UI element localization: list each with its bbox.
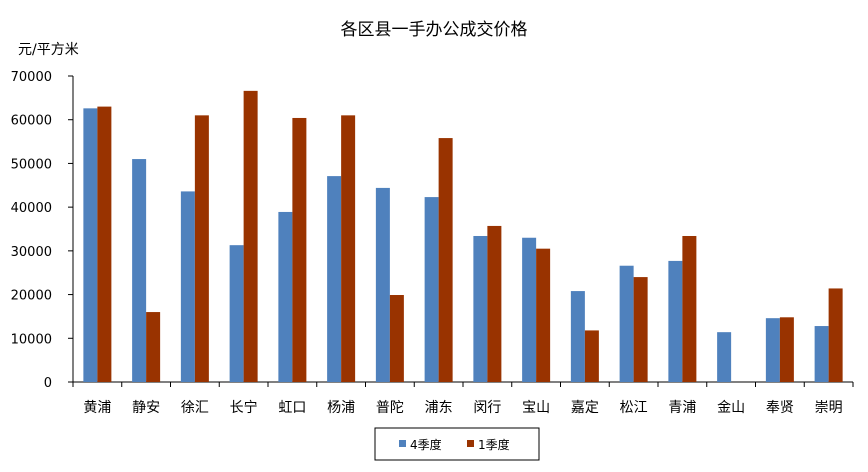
bar <box>536 248 551 382</box>
bar <box>243 90 258 382</box>
bar <box>180 191 195 382</box>
y-tick-label: 30000 <box>11 245 52 260</box>
bar <box>828 288 843 382</box>
x-tick-label: 青浦 <box>668 400 696 416</box>
bar <box>814 326 829 382</box>
bar <box>682 235 697 382</box>
x-tick-label: 普陀 <box>376 400 404 416</box>
bar <box>619 265 634 382</box>
x-tick-label: 松江 <box>620 400 648 416</box>
y-tick-label: 10000 <box>11 332 52 347</box>
chart-title: 各区县一手办公成交价格 <box>341 20 528 40</box>
y-tick-label: 60000 <box>11 114 52 129</box>
bar <box>779 317 794 382</box>
bar <box>83 108 98 382</box>
x-tick-label: 静安 <box>132 400 160 416</box>
y-tick-label: 50000 <box>11 157 52 172</box>
bar <box>327 176 342 382</box>
bar <box>97 106 112 382</box>
bar <box>194 115 209 382</box>
bar <box>292 117 307 383</box>
bar <box>278 211 293 382</box>
y-tick-label: 20000 <box>11 289 52 304</box>
legend-swatch-4q <box>399 440 406 447</box>
plot-area: 0 10000 20000 30000 40000 50000 60000 70000 黄浦 静安… <box>11 70 854 416</box>
y-tick-label: 70000 <box>11 70 52 85</box>
bar <box>633 277 648 382</box>
x-tick-label: 奉贤 <box>766 400 794 416</box>
x-tick-label: 徐汇 <box>181 400 209 416</box>
y-axis-label: 元/平方米 <box>18 42 79 58</box>
x-tick-label: 长宁 <box>230 399 258 416</box>
legend: 4季度 1季度 <box>374 427 540 461</box>
bar <box>522 237 537 382</box>
x-tick-label: 崇明 <box>815 400 843 416</box>
bar <box>765 318 780 382</box>
legend-label-1q: 1季度 <box>478 437 510 452</box>
bar <box>668 260 683 382</box>
bar <box>570 291 585 382</box>
x-tick-label: 宝山 <box>522 400 550 416</box>
bar <box>438 138 453 382</box>
x-tick-label: 杨浦 <box>327 400 355 416</box>
bar <box>375 187 390 382</box>
bar <box>229 245 244 382</box>
legend-label-4q: 4季度 <box>410 437 442 452</box>
y-tick-label: 0 <box>44 376 52 391</box>
bar <box>424 197 439 382</box>
bar <box>717 332 732 382</box>
y-tick-label: 40000 <box>11 201 52 216</box>
bar <box>487 225 502 382</box>
bar <box>146 312 161 382</box>
x-tick-label: 金山 <box>717 400 745 416</box>
legend-swatch-1q <box>467 440 474 447</box>
bar <box>341 115 356 382</box>
x-tick-label: 浦东 <box>425 400 453 416</box>
bar <box>132 159 147 382</box>
x-tick-label: 黄浦 <box>83 399 111 416</box>
bar <box>473 235 488 382</box>
x-tick-label: 嘉定 <box>571 400 599 416</box>
x-tick-label: 闵行 <box>473 400 501 416</box>
bar <box>389 295 404 382</box>
x-tick-label: 虹口 <box>278 400 306 416</box>
bar <box>584 330 599 382</box>
